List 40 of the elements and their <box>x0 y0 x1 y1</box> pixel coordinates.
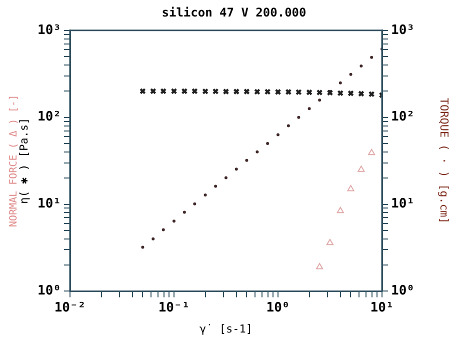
y-tick-label: 10¹ <box>38 196 61 212</box>
x-tick-label: 10¹ <box>370 300 394 316</box>
y-tick-label: 10⁰ <box>38 284 61 299</box>
y-tick-label: 10² <box>38 110 61 125</box>
y-tick-label: 10³ <box>38 22 61 38</box>
point <box>233 88 240 95</box>
point <box>295 88 302 96</box>
point <box>348 90 354 97</box>
point <box>191 88 198 94</box>
text: 10² <box>391 110 414 125</box>
point <box>150 88 156 94</box>
point <box>254 88 260 95</box>
chart-title: silicon 47 V 200.000 <box>162 5 306 20</box>
text: 10¹ <box>391 196 414 212</box>
point <box>222 88 230 95</box>
point <box>160 88 167 94</box>
point <box>337 90 344 96</box>
point <box>212 88 219 95</box>
point <box>274 88 282 96</box>
x-tick-label: 10⁰ <box>266 300 290 316</box>
point <box>202 88 209 95</box>
y2-axis-title: TORQUE ( · ) [g.cm] <box>438 98 451 224</box>
text: 10⁰ <box>391 284 414 299</box>
point <box>306 89 313 96</box>
point <box>264 88 271 95</box>
x-tick-label: 10⁻² <box>54 300 86 316</box>
x-tick-label: 10⁻¹ <box>158 300 190 316</box>
point <box>170 88 178 94</box>
point <box>285 88 292 96</box>
point <box>316 89 323 96</box>
text: 10³ <box>391 22 414 38</box>
point <box>243 88 250 95</box>
x-axis-title: γ̇ [s-1] <box>200 322 252 336</box>
point <box>368 90 375 98</box>
point <box>326 89 334 96</box>
text: NORMAL FORCE ( Δ ) [-] <box>8 94 20 228</box>
point <box>181 88 188 94</box>
point <box>139 88 146 94</box>
point <box>358 90 364 97</box>
y-axis-title: η( ✱ ) [Pa.s] <box>17 118 30 204</box>
